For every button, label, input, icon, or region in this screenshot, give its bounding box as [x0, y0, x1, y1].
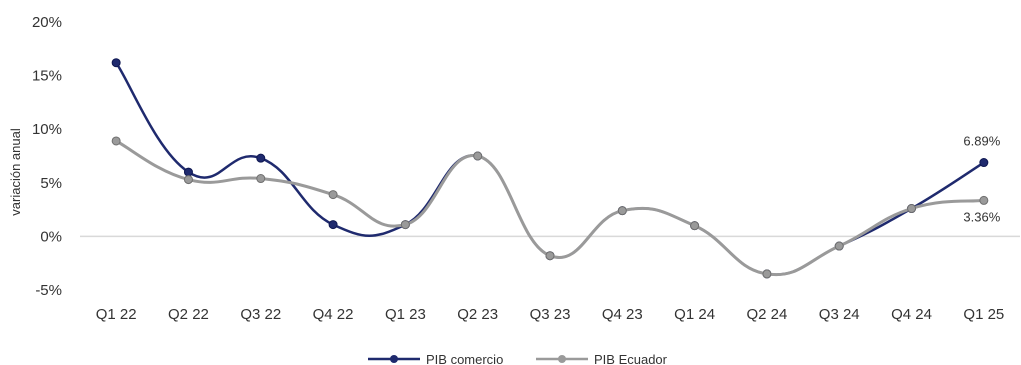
x-axis-ticks: Q1 22 Q2 22 Q3 22 Q4 22 Q1 23 Q2 23 Q3 23 Q4 23…	[96, 306, 1005, 323]
x-tick-label: Q2 23	[457, 306, 498, 323]
data-point	[979, 158, 989, 168]
data-point	[111, 58, 121, 68]
data-point	[545, 251, 555, 261]
series-pib-ecuador	[111, 136, 989, 279]
data-point	[328, 220, 338, 230]
data-point	[256, 153, 266, 163]
y-tick-label: -5%	[35, 282, 62, 299]
x-tick-label: Q4 24	[891, 306, 932, 323]
data-point	[400, 220, 410, 230]
x-tick-label: Q3 22	[240, 306, 281, 323]
data-point	[762, 269, 772, 279]
data-point	[690, 221, 700, 231]
y-axis-label: variación anual	[8, 128, 23, 216]
y-tick-label: 15%	[32, 68, 62, 85]
data-point	[617, 206, 627, 216]
y-axis-ticks: -5% 0% 5% 10% 15% 20%	[32, 14, 62, 299]
data-label-pib-ecuador: 3.36%	[963, 209, 1000, 224]
legend-label: PIB comercio	[426, 352, 503, 365]
data-label-pib-comercio: 6.89%	[963, 134, 1000, 149]
legend-label: PIB Ecuador	[594, 352, 668, 365]
data-point	[979, 195, 989, 205]
data-point	[111, 136, 121, 146]
x-tick-label: Q3 23	[530, 306, 571, 323]
x-tick-label: Q1 22	[96, 306, 137, 323]
data-point	[473, 151, 483, 161]
legend-marker	[390, 355, 398, 363]
data-labels: 6.89% 3.36%	[963, 134, 1000, 225]
series-layer	[111, 58, 989, 279]
data-point	[183, 175, 193, 185]
data-point	[328, 190, 338, 200]
legend: PIB comercio PIB Ecuador	[368, 352, 668, 365]
x-tick-label: Q2 24	[746, 306, 787, 323]
y-tick-label: 20%	[32, 14, 62, 31]
x-tick-label: Q4 23	[602, 306, 643, 323]
y-tick-label: 0%	[40, 228, 62, 245]
series-pib-comercio	[111, 58, 989, 279]
data-point	[907, 204, 917, 214]
y-tick-label: 10%	[32, 121, 62, 138]
legend-item: PIB comercio	[368, 352, 503, 365]
data-point	[834, 241, 844, 251]
data-point	[256, 174, 266, 184]
legend-marker	[558, 355, 566, 363]
x-tick-label: Q1 23	[385, 306, 426, 323]
data-point	[183, 167, 193, 177]
x-tick-label: Q1 24	[674, 306, 715, 323]
series-line	[114, 61, 986, 276]
x-tick-label: Q2 22	[168, 306, 209, 323]
x-tick-label: Q3 24	[819, 306, 860, 323]
y-tick-label: 5%	[40, 175, 62, 192]
legend-item: PIB Ecuador	[536, 352, 668, 365]
x-tick-label: Q4 22	[313, 306, 354, 323]
x-tick-label: Q1 25	[963, 306, 1004, 323]
